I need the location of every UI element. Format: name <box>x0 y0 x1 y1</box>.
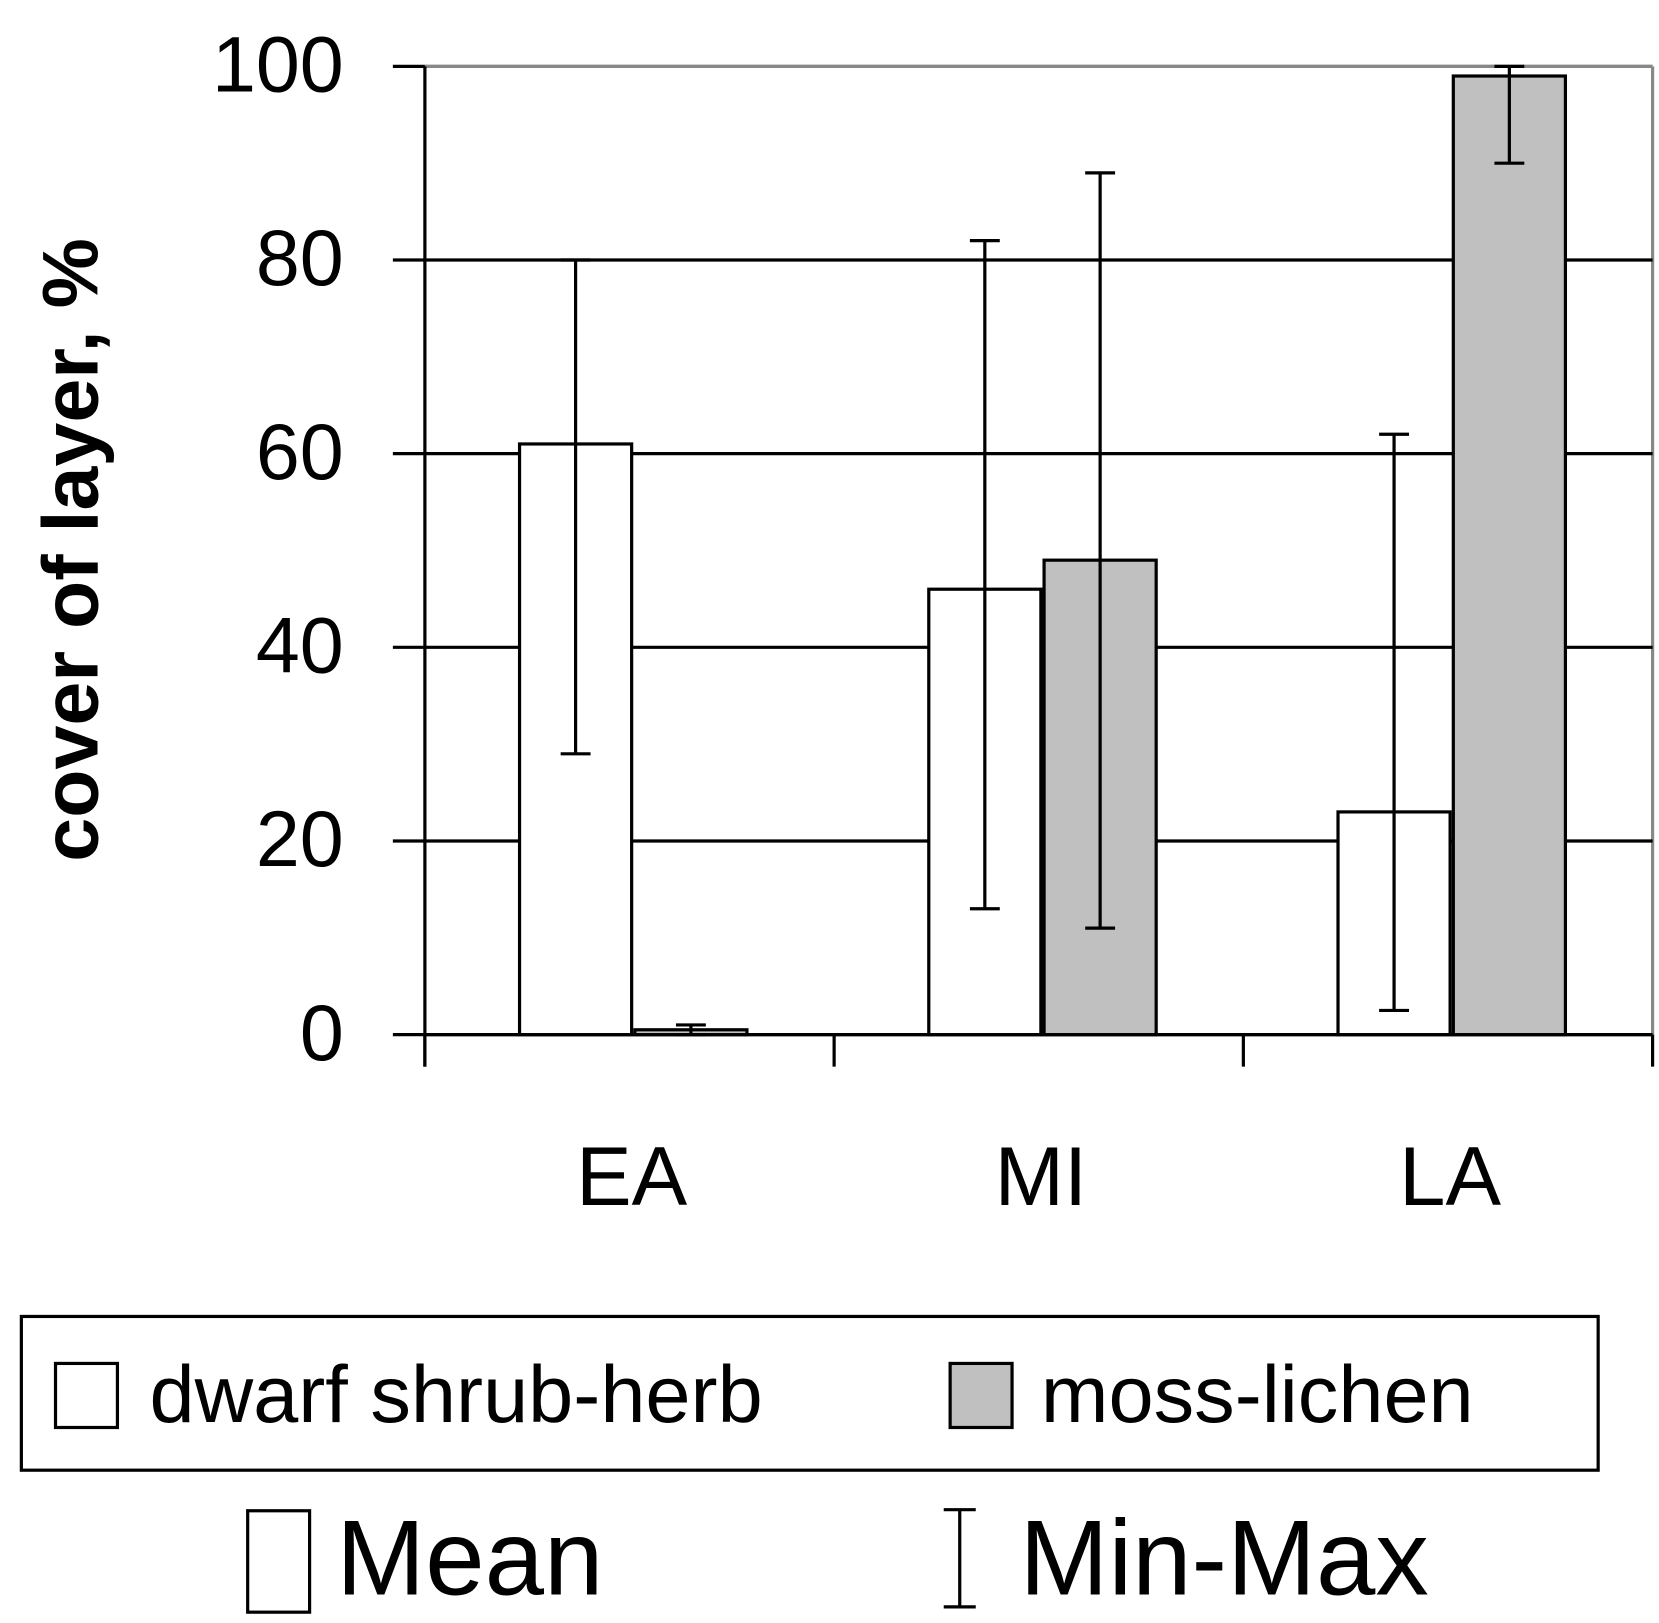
y-tick-label: 80 <box>256 213 344 302</box>
error-bar <box>1494 64 1525 165</box>
bar <box>1451 74 1568 1037</box>
legend-label: dwarf shrub-herb <box>149 1350 762 1440</box>
legend-box <box>19 1314 1600 1472</box>
y-tick-label: 0 <box>300 988 344 1077</box>
y-tick-label: 20 <box>256 794 344 883</box>
legend-swatch <box>53 1361 120 1430</box>
y-tick-label: 100 <box>212 19 344 108</box>
x-tick-label: LA <box>1399 1130 1501 1223</box>
legend-minmax-label: Min-Max <box>1020 1497 1429 1617</box>
error-bar <box>560 258 591 756</box>
legend-mean-icon <box>246 1509 312 1614</box>
x-tick-label: EA <box>576 1130 688 1223</box>
legend-swatch <box>948 1361 1014 1430</box>
legend-label: moss-lichen <box>1041 1350 1474 1440</box>
error-bar <box>1085 171 1116 930</box>
error-bar <box>675 1023 706 1037</box>
y-axis-title: cover of layer, % <box>26 238 115 862</box>
y-tick-label: 40 <box>256 600 344 689</box>
error-bar <box>969 239 1000 911</box>
x-tick-label: MI <box>995 1130 1088 1223</box>
legend-mean-label: Mean <box>336 1497 603 1617</box>
legend-minmax-icon <box>943 1508 976 1609</box>
error-bar <box>1379 432 1410 1013</box>
y-tick-label: 60 <box>256 407 344 496</box>
